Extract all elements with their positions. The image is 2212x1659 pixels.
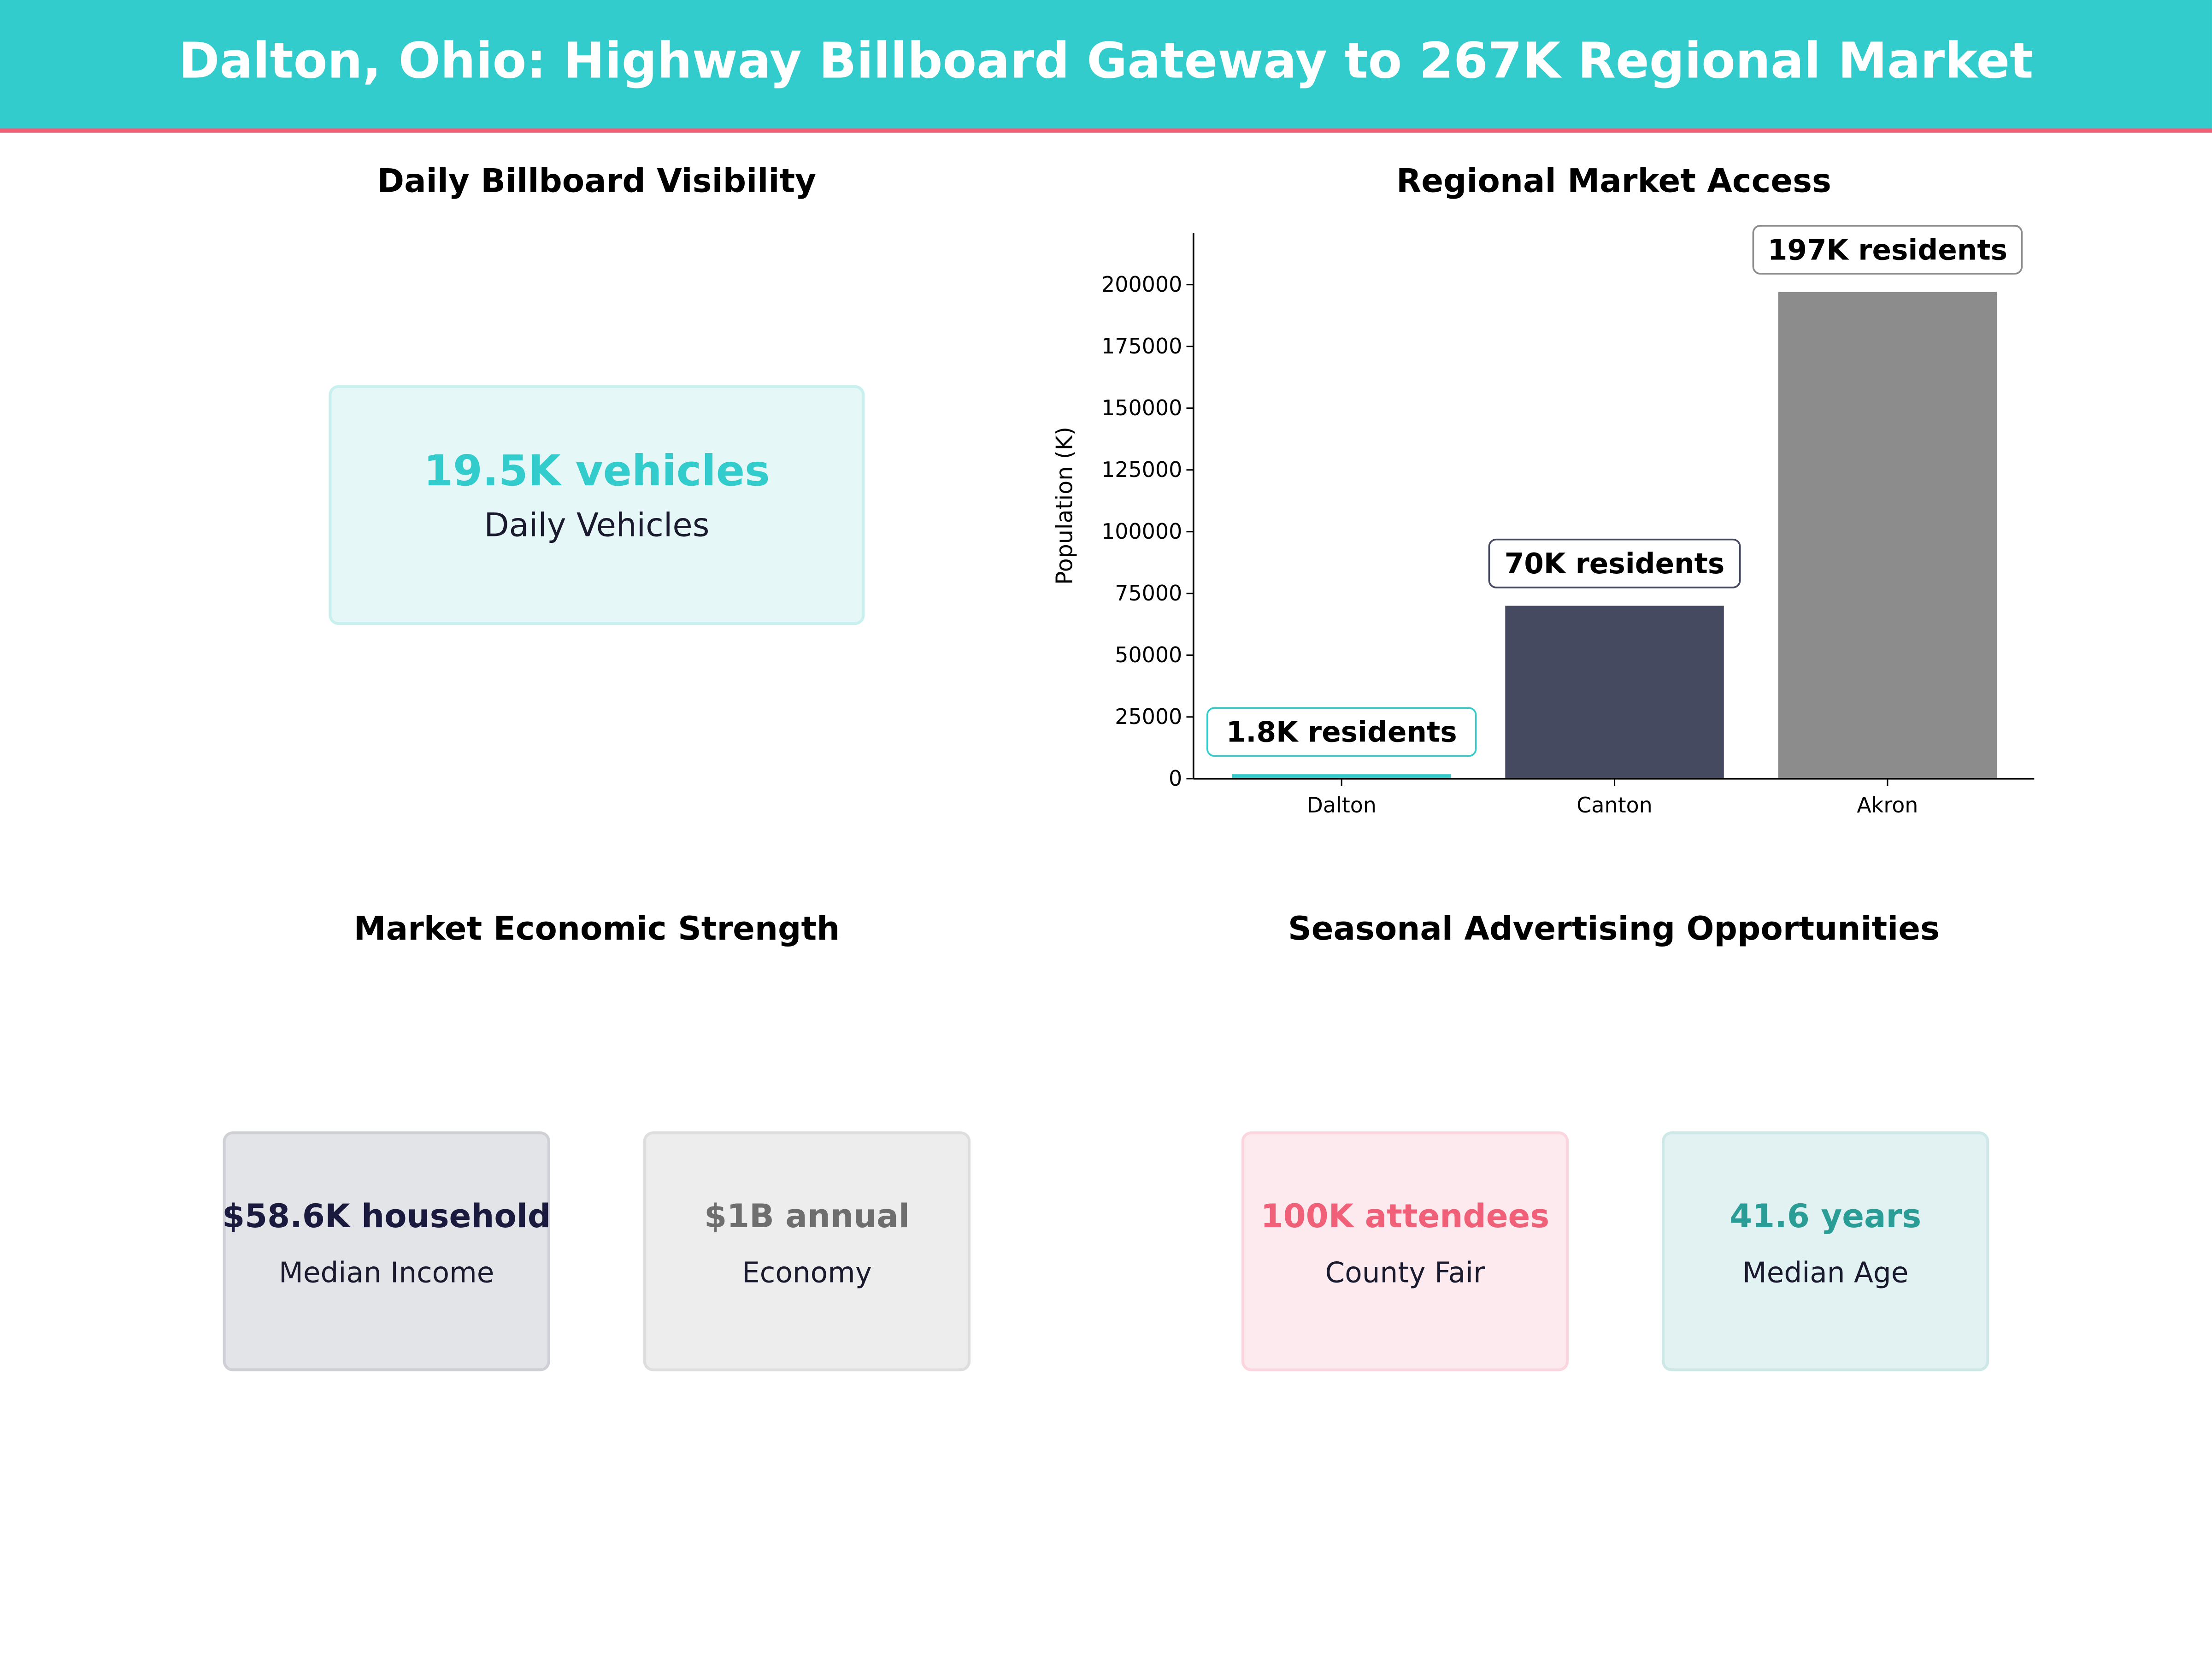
y-tick-label: 100000 — [1101, 519, 1182, 544]
y-tick-label: 75000 — [1115, 581, 1182, 606]
card-label: Median Age — [1742, 1255, 1909, 1289]
y-tick-label: 0 — [1169, 766, 1182, 791]
bar-canton — [1505, 606, 1724, 779]
x-tick-label: Akron — [1857, 793, 1918, 818]
data-label-box — [1488, 538, 1741, 588]
y-tick-label: 25000 — [1115, 704, 1182, 729]
y-tick-label: 150000 — [1101, 395, 1182, 420]
card-value: $1B annual — [704, 1199, 910, 1236]
y-tick-label: 175000 — [1101, 334, 1182, 359]
median-income-card: $58.6K household Median Income — [222, 1131, 551, 1371]
card-value: 19.5K vehicles — [424, 447, 770, 497]
seasonal-title: Seasonal Advertising Opportunities — [1288, 911, 1940, 948]
card-value: $58.6K household — [222, 1199, 551, 1236]
card-value: 100K attendees — [1260, 1199, 1550, 1236]
data-label-box — [1206, 707, 1477, 757]
x-tick-label: Dalton — [1306, 793, 1376, 818]
card-label: County Fair — [1325, 1255, 1485, 1289]
y-axis-label: Population (K) — [1052, 427, 1078, 585]
daily-vehicles-card: 19.5K vehicles Daily Vehicles — [329, 385, 865, 625]
data-label: 1.8K residents — [1226, 716, 1457, 749]
bar-akron — [1778, 292, 1997, 779]
y-tick-label: 50000 — [1115, 642, 1182, 667]
y-tick-label: 200000 — [1101, 272, 1182, 297]
card-value: 41.6 years — [1730, 1199, 1922, 1236]
card-label: Economy — [741, 1255, 872, 1289]
chart-title: Regional Market Access — [1396, 164, 1831, 200]
page-title: Dalton, Ohio: Highway Billboard Gateway … — [178, 34, 2034, 90]
economic-title: Market Economic Strength — [353, 911, 840, 948]
data-label: 70K residents — [1505, 547, 1725, 580]
data-label-box — [1752, 225, 2023, 275]
y-tick-label: 125000 — [1101, 457, 1182, 482]
x-tick-label: Canton — [1577, 793, 1652, 818]
median-age-card: 41.6 years Median Age — [1662, 1131, 1989, 1371]
card-label: Median Income — [279, 1255, 494, 1289]
header-banner: Dalton, Ohio: Highway Billboard Gateway … — [0, 0, 2212, 133]
county-fair-card: 100K attendees County Fair — [1241, 1131, 1569, 1371]
data-label: 197K residents — [1768, 234, 2007, 266]
visibility-title: Daily Billboard Visibility — [377, 164, 817, 200]
card-label: Daily Vehicles — [484, 508, 710, 545]
economy-card: $1B annual Economy — [643, 1131, 971, 1371]
bar-dalton — [1232, 774, 1451, 779]
